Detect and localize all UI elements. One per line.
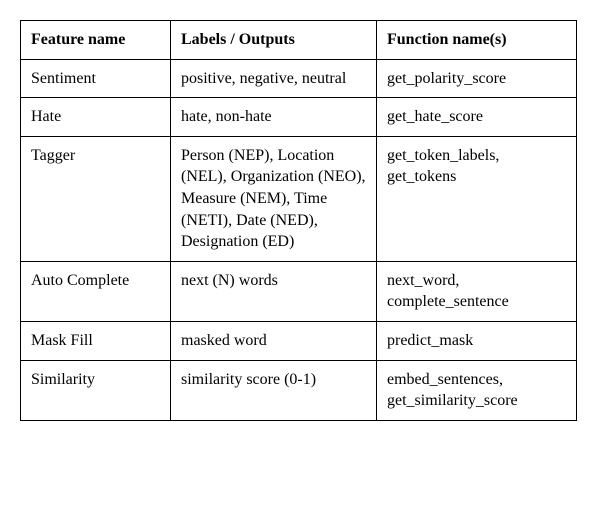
cell-function-names: get_hate_score [377, 98, 577, 137]
table-row: Similarity similarity score (0-1) embed_… [21, 360, 577, 420]
col-header-function-names: Function name(s) [377, 21, 577, 60]
cell-feature-name: Hate [21, 98, 171, 137]
cell-feature-name: Tagger [21, 136, 171, 261]
cell-function-names: get_polarity_score [377, 59, 577, 98]
cell-labels-outputs: masked word [171, 321, 377, 360]
features-table: Feature name Labels / Outputs Function n… [20, 20, 577, 421]
cell-labels-outputs: hate, non-hate [171, 98, 377, 137]
col-header-labels-outputs: Labels / Outputs [171, 21, 377, 60]
cell-feature-name: Sentiment [21, 59, 171, 98]
cell-labels-outputs: Person (NEP), Location (NEL), Organizati… [171, 136, 377, 261]
cell-function-names: predict_mask [377, 321, 577, 360]
table-row: Auto Complete next (N) words next_word, … [21, 261, 577, 321]
cell-labels-outputs: similarity score (0-1) [171, 360, 377, 420]
col-header-feature-name: Feature name [21, 21, 171, 60]
table-header-row: Feature name Labels / Outputs Function n… [21, 21, 577, 60]
cell-labels-outputs: positive, negative, neutral [171, 59, 377, 98]
table-row: Sentiment positive, negative, neutral ge… [21, 59, 577, 98]
cell-function-names: embed_sentences, get_similarity_score [377, 360, 577, 420]
cell-labels-outputs: next (N) words [171, 261, 377, 321]
cell-feature-name: Auto Complete [21, 261, 171, 321]
cell-feature-name: Similarity [21, 360, 171, 420]
table-row: Tagger Person (NEP), Location (NEL), Org… [21, 136, 577, 261]
cell-function-names: get_token_labels, get_tokens [377, 136, 577, 261]
table-row: Hate hate, non-hate get_hate_score [21, 98, 577, 137]
table-row: Mask Fill masked word predict_mask [21, 321, 577, 360]
cell-function-names: next_word, complete_sentence [377, 261, 577, 321]
cell-feature-name: Mask Fill [21, 321, 171, 360]
